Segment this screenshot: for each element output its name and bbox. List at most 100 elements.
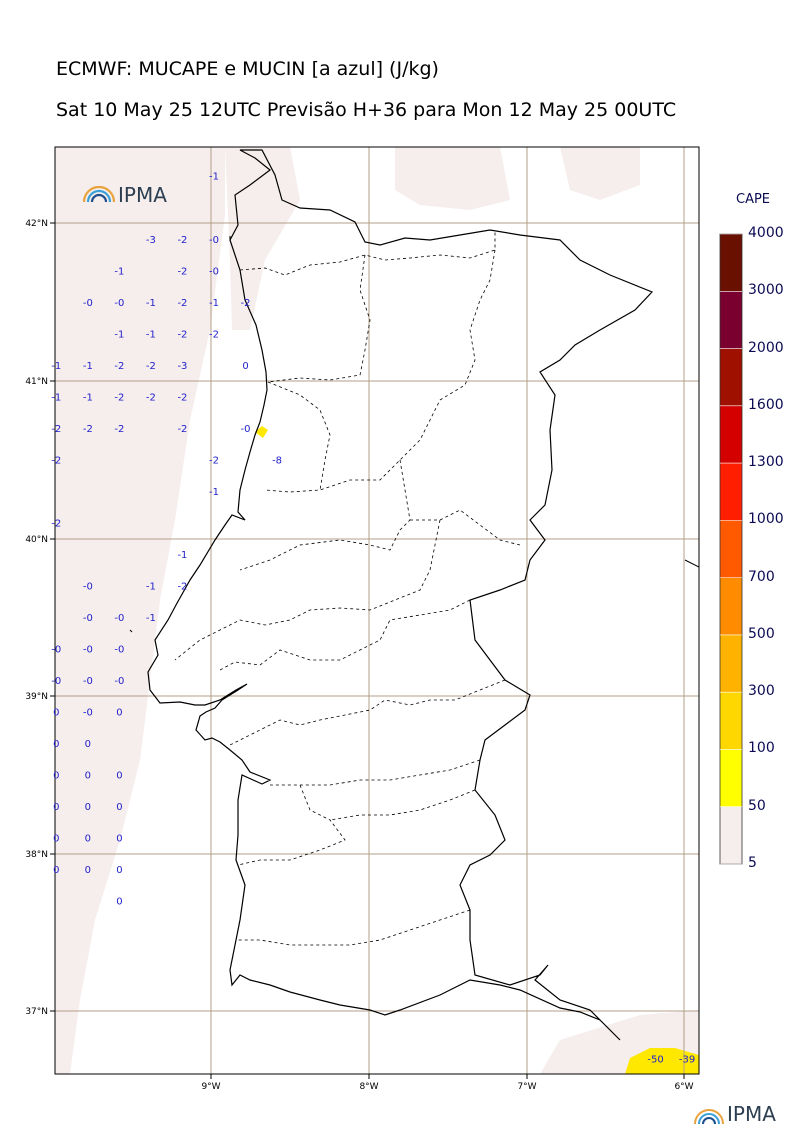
colorbar-level-label: 5 <box>748 855 757 871</box>
cin-value-label: -1 <box>146 298 156 309</box>
cin-value-label: -2 <box>51 518 61 529</box>
cin-value-label: -1 <box>209 298 219 309</box>
colorbar-segment <box>720 291 742 349</box>
cin-value-label: -1 <box>114 266 124 277</box>
cin-value-label: -1 <box>146 329 156 340</box>
cin-value-label: -1 <box>209 172 219 183</box>
cin-value-label: 0 <box>53 771 59 782</box>
lon-label: 6°W <box>674 1082 693 1092</box>
colorbar-segment <box>720 692 742 750</box>
ipma-logo: IPMA <box>82 183 167 207</box>
cin-value-label: 0 <box>116 708 122 719</box>
cin-value-label: 0 <box>116 897 122 908</box>
cin-value-label: -2 <box>51 424 61 435</box>
cin-value-label: 0 <box>116 865 122 876</box>
cin-value-label: 0 <box>85 834 91 845</box>
cin-value-label: -2 <box>114 392 124 403</box>
cin-value-label: -0 <box>83 708 93 719</box>
colorbar-segment <box>720 348 742 406</box>
lat-label: 40°N <box>25 535 48 545</box>
cin-value-label: -2 <box>83 424 93 435</box>
cin-value-label: -2 <box>209 329 219 340</box>
colorbar-level-label: 3000 <box>748 282 784 299</box>
colorbar-segment <box>720 806 742 864</box>
cin-value-label: -2 <box>209 455 219 466</box>
cape-shading-coast <box>225 147 300 330</box>
colorbar-level-label: 300 <box>748 683 775 700</box>
cin-value-label: -2 <box>177 424 187 435</box>
cape-shading-north <box>395 147 510 210</box>
cin-value-label: 0 <box>85 771 91 782</box>
lon-label: 7°W <box>517 1082 536 1092</box>
rainbow-arc-icon <box>694 1108 724 1124</box>
cin-value-label: -1 <box>83 361 93 372</box>
colorbar-segment <box>720 634 742 693</box>
cin-value-label: -2 <box>177 235 187 246</box>
cin-value-label: 0 <box>85 739 91 750</box>
cin-value-label: -0 <box>51 645 61 656</box>
cin-value-label: -0 <box>83 613 93 624</box>
colorbar-segment <box>720 520 742 578</box>
lon-label: 8°W <box>359 1082 378 1092</box>
cin-value-label: -0 <box>83 581 93 592</box>
colorbar-level-label: 1000 <box>748 511 784 528</box>
tick-marks <box>50 222 685 1079</box>
colorbar-level-label: 700 <box>748 568 775 585</box>
cin-value-label: -0 <box>114 298 124 309</box>
colorbar-level-label: 1600 <box>748 396 784 413</box>
district-borders <box>174 230 521 946</box>
chart-subtitle: Sat 10 May 25 12UTC Previsão H+36 para M… <box>56 99 677 121</box>
cin-value-label: -2 <box>177 581 187 592</box>
cape-shading-yellow <box>625 1048 699 1074</box>
colorbar-level-label: 4000 <box>748 225 784 241</box>
cin-value-label: -2 <box>146 361 156 372</box>
cin-value-label: -2 <box>114 424 124 435</box>
cin-value-label: -0 <box>83 645 93 656</box>
cin-value-label: -3 <box>177 361 187 372</box>
cin-value-label: 0 <box>53 802 59 813</box>
cin-value-label: 0 <box>85 802 91 813</box>
cin-value-label: -0 <box>241 424 251 435</box>
cin-value-label: -0 <box>114 645 124 656</box>
gridlines <box>55 147 699 1074</box>
ipma-footer-logo: IPMA <box>693 1102 776 1126</box>
cin-value-label: -2 <box>177 266 187 277</box>
colorbar-segment <box>720 463 742 521</box>
colorbar-level-label: 50 <box>748 797 766 814</box>
colorbar-level-label: 2000 <box>748 339 784 356</box>
cin-value-label: -2 <box>177 298 187 309</box>
cin-value-label: -2 <box>114 361 124 372</box>
cin-value-label: -0 <box>209 266 219 277</box>
colorbar-level-label: 500 <box>748 625 775 642</box>
cin-value-label: -39 <box>679 1054 695 1065</box>
spain-border <box>229 236 699 568</box>
cin-value-label: 0 <box>53 865 59 876</box>
lat-label: 38°N <box>25 850 48 860</box>
cin-value-label: -2 <box>51 455 61 466</box>
cin-value-label: 0 <box>53 708 59 719</box>
cin-value-label: 0 <box>53 739 59 750</box>
cin-value-label: -0 <box>209 235 219 246</box>
cin-value-label: -1 <box>209 487 219 498</box>
colorbar-segment <box>720 577 742 635</box>
colorbar-segment <box>720 234 742 292</box>
cin-value-label: -0 <box>83 298 93 309</box>
cin-value-label: -1 <box>83 392 93 403</box>
colorbar-level-label: 1300 <box>748 454 784 471</box>
portugal-coastline <box>147 149 654 1041</box>
cape-shading-yellow-small <box>255 426 268 438</box>
lat-label: 37°N <box>25 1007 48 1017</box>
cin-value-label: 0 <box>116 771 122 782</box>
ipma-footer-text: IPMA <box>727 1102 776 1126</box>
cin-value-label: -2 <box>241 298 251 309</box>
ipma-logo-text: IPMA <box>118 183 167 207</box>
cin-value-label: -2 <box>177 329 187 340</box>
cin-value-label: -0 <box>114 613 124 624</box>
cin-value-label: -0 <box>114 676 124 687</box>
cin-value-label: 0 <box>85 865 91 876</box>
cape-colorbar <box>719 233 743 865</box>
cin-value-label: -1 <box>51 392 61 403</box>
lat-label: 42°N <box>25 219 48 229</box>
cin-value-label: 0 <box>53 834 59 845</box>
colorbar-segment <box>720 749 742 807</box>
